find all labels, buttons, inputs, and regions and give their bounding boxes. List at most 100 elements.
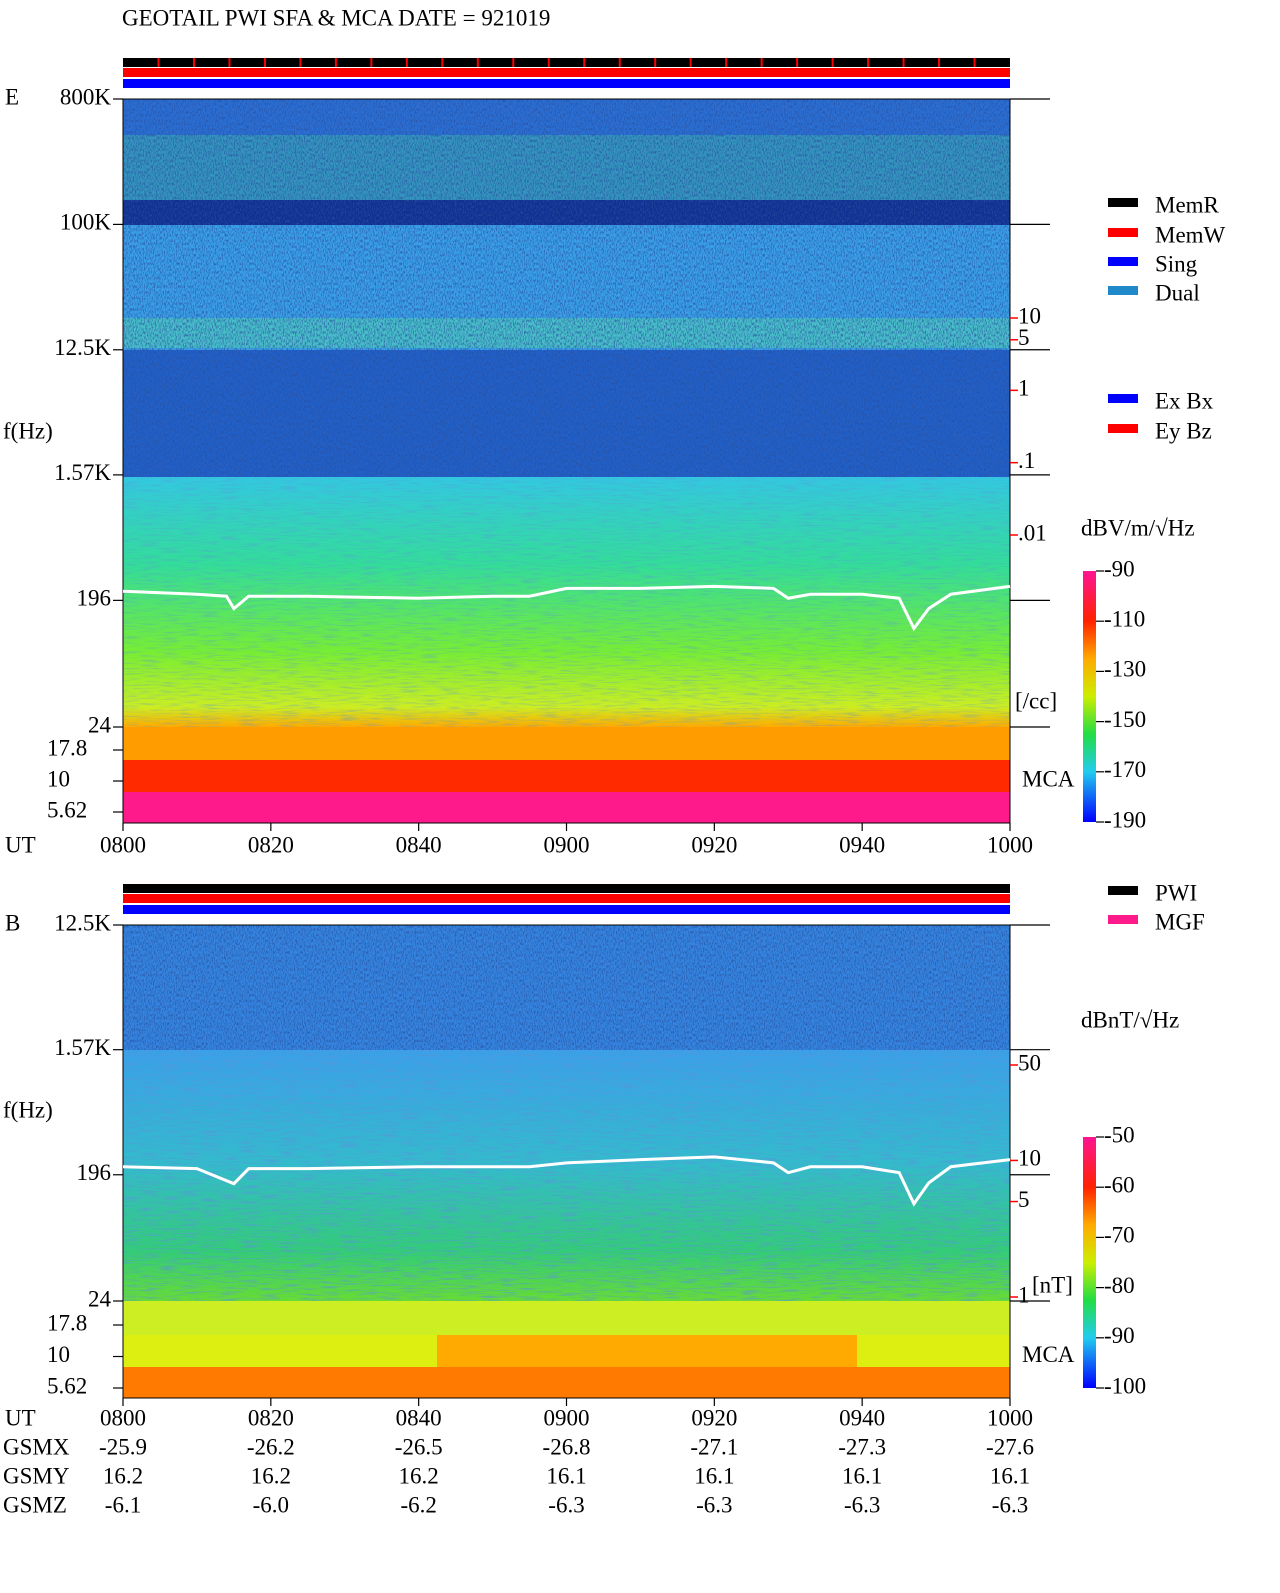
colorbar-tick-label: -90 bbox=[1104, 556, 1135, 581]
panel-label: E bbox=[5, 84, 19, 109]
orbit-value: -26.5 bbox=[395, 1434, 443, 1459]
x-tick-label: 0920 bbox=[691, 832, 737, 857]
density-tick-label: 1 bbox=[1018, 1282, 1030, 1307]
x-tick-label: 0900 bbox=[544, 1405, 590, 1430]
y-axis-label: f(Hz) bbox=[3, 1097, 53, 1122]
mca-tick-label: 5.62 bbox=[47, 797, 87, 822]
legend-swatch bbox=[1108, 394, 1138, 403]
colorbar-title: dBV/m/√Hz bbox=[1081, 515, 1195, 540]
orbit-row-label: GSMY bbox=[3, 1463, 70, 1488]
status-bar bbox=[123, 894, 1010, 903]
colorbar bbox=[1083, 571, 1096, 822]
density-tick-label: 50 bbox=[1018, 1050, 1041, 1075]
status-bar bbox=[123, 58, 1010, 67]
legend-label: Ex Bx bbox=[1155, 388, 1214, 413]
panel-label: B bbox=[5, 910, 20, 935]
orbit-value: 16.1 bbox=[694, 1463, 734, 1488]
legend-label: MGF bbox=[1155, 909, 1205, 934]
y-tick-label: 196 bbox=[77, 1160, 112, 1185]
density-tick-label: .1 bbox=[1018, 448, 1035, 473]
status-bar bbox=[123, 68, 1010, 77]
mca-band bbox=[123, 1301, 1010, 1335]
x-tick-label: 0900 bbox=[544, 832, 590, 857]
speckle bbox=[123, 477, 1010, 727]
density-tick-label: 10 bbox=[1018, 303, 1041, 328]
mca-tick-label: 17.8 bbox=[47, 735, 87, 760]
figure-title: GEOTAIL PWI SFA & MCA DATE = 921019 bbox=[122, 5, 550, 30]
legend-swatch bbox=[1108, 886, 1138, 895]
x-tick-label: 0940 bbox=[839, 832, 885, 857]
orbit-value: 16.1 bbox=[546, 1463, 586, 1488]
x-tick-label: 0840 bbox=[396, 1405, 442, 1430]
mca-tick-label: 10 bbox=[47, 766, 70, 791]
orbit-value: 16.1 bbox=[990, 1463, 1030, 1488]
mca-tick-label: 10 bbox=[47, 1342, 70, 1367]
orbit-value: 16.2 bbox=[399, 1463, 439, 1488]
status-bar bbox=[123, 884, 1010, 893]
y-tick-label: 196 bbox=[77, 586, 112, 611]
y-tick-label: 800K bbox=[60, 84, 112, 109]
mca-band bbox=[123, 1367, 1010, 1398]
density-unit: [/cc] bbox=[1015, 688, 1057, 713]
trace-line bbox=[122, 584, 1011, 632]
y-tick-label: 1.57K bbox=[54, 460, 111, 485]
colorbar-title: dBnT/√Hz bbox=[1081, 1007, 1179, 1032]
legend-label: Ey Bz bbox=[1155, 418, 1212, 443]
speckle bbox=[123, 925, 1010, 1050]
colorbar-tick-label: -190 bbox=[1104, 807, 1146, 832]
orbit-value: 16.2 bbox=[103, 1463, 143, 1488]
orbit-value: -26.8 bbox=[543, 1434, 591, 1459]
colorbar-tick-label: -110 bbox=[1104, 606, 1145, 631]
y-tick-label: 100K bbox=[60, 210, 112, 235]
colorbar bbox=[1083, 1137, 1096, 1388]
orbit-value: 16.1 bbox=[842, 1463, 882, 1488]
status-bar bbox=[123, 79, 1010, 88]
legend-swatch bbox=[1108, 198, 1138, 207]
x-tick-label: 0840 bbox=[396, 832, 442, 857]
orbit-value: -6.3 bbox=[696, 1492, 732, 1517]
colorbar-tick-label: -60 bbox=[1104, 1172, 1135, 1197]
orbit-value: -6.0 bbox=[253, 1492, 289, 1517]
density-tick-label: .01 bbox=[1018, 520, 1047, 545]
orbit-value: -25.9 bbox=[99, 1434, 147, 1459]
x-tick-label: 0940 bbox=[839, 1405, 885, 1430]
colorbar-tick-label: -150 bbox=[1104, 707, 1146, 732]
x-tick-label: 1000 bbox=[987, 832, 1033, 857]
y-tick-label: 1.57K bbox=[54, 1035, 111, 1060]
orbit-row-label: GSMZ bbox=[3, 1492, 67, 1517]
y-tick-label: 24 bbox=[88, 712, 112, 737]
colorbar-tick-label: -130 bbox=[1104, 657, 1146, 682]
density-tick-label: 10 bbox=[1018, 1146, 1041, 1171]
orbit-value: 16.2 bbox=[251, 1463, 291, 1488]
legend-label: MemR bbox=[1155, 192, 1220, 217]
colorbar-tick-label: -170 bbox=[1104, 757, 1146, 782]
x-tick-label: 0800 bbox=[100, 1405, 146, 1430]
colorbar-tick-label: -100 bbox=[1104, 1373, 1146, 1398]
orbit-value: -27.1 bbox=[690, 1434, 738, 1459]
x-tick-label: 0920 bbox=[691, 1405, 737, 1430]
y-tick-label: 24 bbox=[88, 1286, 112, 1311]
x-tick-label: 1000 bbox=[987, 1405, 1033, 1430]
x-axis-label: UT bbox=[5, 832, 36, 857]
legend-label: Sing bbox=[1155, 251, 1198, 276]
orbit-value: -6.3 bbox=[548, 1492, 584, 1517]
mca-tick-label: 17.8 bbox=[47, 1310, 87, 1335]
density-unit: [nT] bbox=[1032, 1272, 1073, 1297]
mca-band bbox=[123, 792, 1010, 823]
colorbar-tick-label: -70 bbox=[1104, 1223, 1135, 1248]
mca-band bbox=[123, 760, 1010, 792]
speckle bbox=[123, 99, 1010, 477]
x-axis-label: UT bbox=[5, 1405, 36, 1430]
mca-tick-label: 5.62 bbox=[47, 1373, 87, 1398]
mca-label: MCA bbox=[1022, 1342, 1075, 1367]
legend-swatch bbox=[1108, 257, 1138, 266]
mca-band bbox=[123, 727, 1010, 760]
mca-band bbox=[437, 1335, 857, 1367]
y-tick-label: 12.5K bbox=[54, 335, 111, 360]
legend-swatch bbox=[1108, 915, 1138, 924]
x-tick-label: 0820 bbox=[248, 1405, 294, 1430]
orbit-value: -6.3 bbox=[992, 1492, 1028, 1517]
density-tick-label: 5 bbox=[1018, 325, 1030, 350]
colorbar-tick-label: -50 bbox=[1104, 1122, 1135, 1147]
